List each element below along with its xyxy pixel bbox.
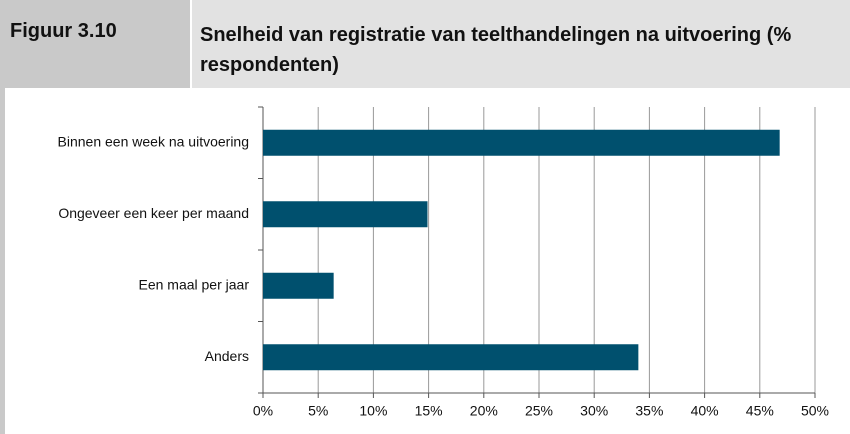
header: Snelheid van registratie van teelthandel… [192,0,850,88]
x-tick-label: 35% [635,403,663,419]
x-tick-label: 25% [525,403,553,419]
x-tick-label: 40% [691,403,719,419]
side-strip [0,88,5,434]
x-tick-label: 30% [580,403,608,419]
x-tick-label: 10% [359,403,387,419]
bar [263,201,428,228]
x-tick-label: 50% [801,403,829,419]
y-tick-label: Anders [205,348,249,364]
y-tick-label: Een maal per jaar [138,276,249,292]
x-tick-label: 45% [746,403,774,419]
y-tick-label: Binnen een week na uitvoering [58,133,249,149]
bar [263,344,639,371]
figure-label: Figuur 3.10 [0,0,190,88]
x-tick-label: 15% [415,403,443,419]
chart-title: Snelheid van registratie van teelthandel… [200,24,792,76]
bar [263,129,780,156]
x-tick-label: 0% [253,403,273,419]
bar [263,272,334,299]
x-tick-label: 20% [470,403,498,419]
x-tick-label: 5% [308,403,328,419]
y-tick-label: Ongeveer een keer per maand [58,205,249,221]
